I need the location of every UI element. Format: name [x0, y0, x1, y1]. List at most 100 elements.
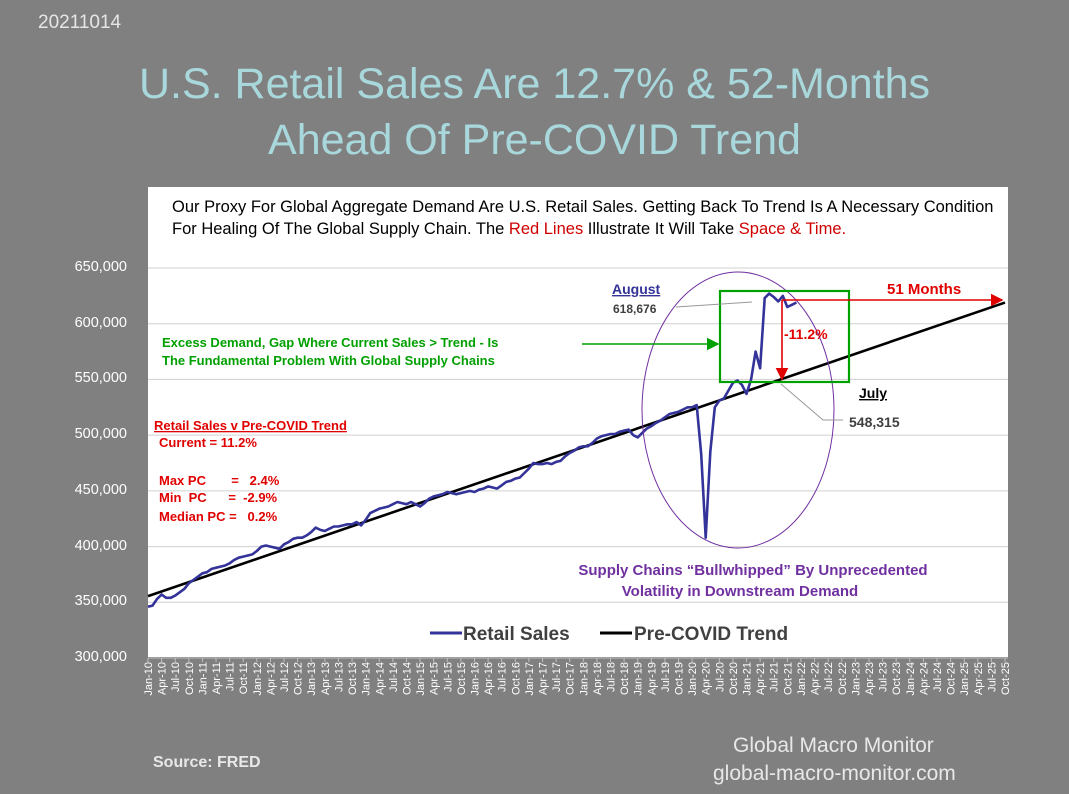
x-tick-label: Jul-17 — [551, 662, 563, 692]
x-tick-label: Jul-16 — [497, 662, 509, 692]
x-tick-label: Jan-12 — [252, 662, 264, 696]
x-tick-label: Oct-16 — [510, 662, 522, 695]
x-tick-label: Oct-11 — [238, 662, 250, 694]
x-tick-label: Apr-11 — [211, 662, 223, 694]
x-tick-label: Apr-25 — [973, 662, 985, 695]
legend: Retail Sales Pre-COVID Trend — [430, 624, 788, 645]
series-retail-sales-line — [147, 292, 797, 608]
x-tick-label: Oct-14 — [401, 662, 413, 695]
x-tick-label: Apr-12 — [265, 662, 277, 695]
y-tick-label: 600,000 — [74, 314, 127, 331]
x-tick-label: Jan-15 — [415, 662, 427, 696]
x-tick-label: Oct-24 — [946, 662, 958, 695]
x-tick-label: Jan-21 — [742, 662, 754, 696]
x-tick-label: Jul-12 — [279, 662, 291, 692]
supply-chain-line1: Supply Chains “Bullwhipped” By Unprecede… — [578, 562, 927, 579]
legend-label-retail-sales: Retail Sales — [463, 624, 570, 645]
x-tick-label: Apr-14 — [374, 662, 386, 695]
x-tick-label: Apr-19 — [646, 662, 658, 695]
chart-title-line1: U.S. Retail Sales Are 12.7% & 52-Months — [138, 60, 931, 108]
x-tick-label: Jan-23 — [850, 662, 862, 696]
july-label: July — [859, 385, 887, 401]
source-note: Source: FRED — [153, 754, 261, 771]
x-tick-label: Oct-23 — [891, 662, 903, 695]
x-tick-label: Jan-13 — [306, 662, 318, 696]
x-tick-label: Jan-22 — [796, 662, 808, 696]
subtitle-part1: Our Proxy For Global Aggregate Demand Ar… — [172, 198, 994, 238]
months-label: 51 Months — [887, 281, 961, 298]
y-tick-label: 500,000 — [74, 426, 127, 443]
july-value: 548,315 — [849, 414, 900, 430]
august-value: 618,676 — [613, 302, 657, 316]
x-axis: Jan-10 Apr-10 Jul-10 Oct-10 Jan-11 Apr-11 Jul-… — [143, 657, 1012, 696]
x-tick-label: Jul-25 — [986, 662, 998, 692]
august-label: August — [612, 281, 661, 297]
y-tick-label: 650,000 — [74, 259, 127, 275]
x-tick-label: Jan-17 — [524, 662, 536, 696]
y-tick-label: 300,000 — [74, 649, 127, 665]
excess-demand-box — [718, 289, 851, 384]
subtitle-part2: Illustrate It Will Take — [583, 220, 739, 238]
x-tick-label: Apr-10 — [157, 662, 169, 695]
x-tick-label: Jan-18 — [578, 662, 590, 696]
subtitle-red-lines: Red Lines — [508, 220, 584, 238]
x-tick-label: Oct-22 — [837, 662, 849, 695]
legend-label-trend: Pre-COVID Trend — [634, 624, 788, 645]
supply-chain-line2: Volatility in Downstream Demand — [622, 583, 858, 600]
x-tick-label: Jul-18 — [606, 662, 618, 692]
x-tick-label: Apr-13 — [320, 662, 332, 695]
stats-current: Current = 11.2% — [159, 435, 257, 450]
x-tick-label: Oct-18 — [619, 662, 631, 695]
x-tick-label: Apr-15 — [429, 662, 441, 695]
x-tick-label: Apr-24 — [918, 662, 930, 695]
x-tick-label: Oct-15 — [456, 662, 468, 695]
x-tick-label: Oct-17 — [565, 662, 577, 695]
excess-demand-line1: Excess Demand, Gap Where Current Sales >… — [162, 335, 498, 350]
x-tick-label: Oct-19 — [674, 662, 686, 695]
x-tick-label: Apr-18 — [592, 662, 604, 695]
stats-title: Retail Sales v Pre-COVID Trend — [154, 418, 347, 433]
x-tick-label: Apr-22 — [810, 662, 822, 695]
subtitle-space-time: Space & Time. — [738, 220, 847, 238]
x-tick-label: Jul-10 — [170, 662, 182, 692]
y-tick-label: 400,000 — [74, 537, 127, 554]
x-tick-label: Apr-16 — [483, 662, 495, 695]
date-stamp: 20211014 — [38, 12, 122, 33]
y-tick-label: 450,000 — [74, 481, 127, 498]
x-tick-label: Oct-25 — [1000, 662, 1012, 695]
x-tick-label: Apr-20 — [701, 662, 713, 695]
stats-max: Max PC = 2.4% — [159, 473, 280, 488]
x-tick-label: Jan-11 — [197, 662, 209, 695]
x-tick-label: Jul-21 — [769, 662, 781, 692]
x-tick-label: Apr-23 — [864, 662, 876, 695]
x-tick-label: Oct-21 — [782, 662, 794, 695]
x-tick-label: Oct-12 — [293, 662, 305, 695]
chart-subtitle: Our Proxy For Global Aggregate Demand Ar… — [172, 196, 1002, 240]
x-tick-label: Oct-10 — [184, 662, 196, 695]
x-tick-label: Jul-24 — [932, 662, 944, 692]
brand-name: Global Macro Monitor — [733, 734, 934, 757]
brand-url: global-macro-monitor.com — [713, 762, 956, 785]
x-tick-label: Jan-14 — [361, 662, 373, 696]
x-tick-label: Jan-16 — [469, 662, 481, 696]
x-tick-label: Jan-20 — [687, 662, 699, 696]
chart-panel — [148, 187, 1008, 657]
stats-min: Min PC = -2.9% — [159, 490, 278, 505]
x-tick-label: Jan-25 — [959, 662, 971, 696]
x-tick-label: Oct-13 — [347, 662, 359, 695]
x-tick-label: Jul-13 — [333, 662, 345, 692]
y-tick-label: 350,000 — [74, 593, 127, 610]
highlight-ellipse — [641, 271, 835, 549]
x-tick-label: Oct-20 — [728, 662, 740, 695]
x-tick-label: Jul-20 — [714, 662, 726, 692]
x-tick-label: Jul-19 — [660, 662, 672, 692]
x-tick-label: Jan-19 — [633, 662, 645, 696]
x-tick-label: Apr-17 — [537, 662, 549, 695]
x-tick-label: Jan-24 — [905, 662, 917, 696]
excess-demand-line2: The Fundamental Problem With Global Supp… — [162, 353, 495, 368]
x-tick-label: Jul-15 — [442, 662, 454, 692]
x-tick-label: Jan-10 — [143, 662, 155, 696]
july-leader — [780, 383, 843, 421]
chart-title-line2: Ahead Of Pre-COVID Trend — [268, 116, 801, 164]
